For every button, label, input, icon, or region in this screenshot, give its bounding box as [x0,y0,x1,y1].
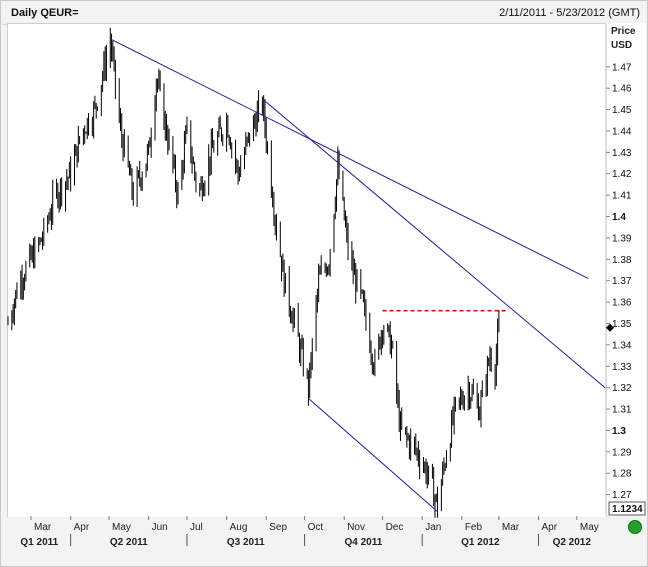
x-tick-label: Nov [347,522,365,533]
current-price-marker-icon [606,323,614,332]
x-tick-label: Aug [230,522,248,533]
y-tick-label: 1.37 [612,276,632,287]
y-tick-label: 1.45 [612,105,632,116]
y-tick-label: 1.47 [612,62,632,73]
trendline[interactable] [262,98,606,389]
y-axis-unit: USD [611,40,632,51]
x-tick-label: May [112,522,131,533]
current-price-box [608,501,646,516]
y-tick-label: 1.29 [612,447,632,458]
x-tick-label: Feb [465,522,483,533]
y-tick-label: 1.31 [612,405,632,416]
y-tick-label: 1.41 [612,191,632,202]
y-tick-label: 1.4 [612,212,626,223]
x-tick-label: Jan [425,522,441,533]
y-axis-title: Price [611,26,636,37]
y-tick-label: 1.27 [612,490,632,501]
x-tick-label: Oct [308,522,324,533]
current-price-label: 1.1234 [612,504,643,515]
status-indicator-icon[interactable] [628,520,642,534]
y-tick-label: 1.38 [612,255,632,266]
y-tick-label: 1.3 [612,426,626,437]
x-tick-label: Jul [190,522,203,533]
y-tick-label: 1.44 [612,126,632,137]
x-tick-label: Jun [152,522,168,533]
y-tick-label: 1.32 [612,383,632,394]
date-range-label: 2/11/2011 - 5/23/2012 (GMT) [499,7,640,19]
quarter-label: Q2 2011 [110,537,148,548]
x-tick-label: Mar [34,522,52,533]
quarter-label: Q1 2012 [461,537,500,548]
y-tick-label: 1.33 [612,362,632,373]
y-tick-label: 1.34 [612,340,632,351]
y-tick-label: 1.35 [612,319,632,330]
x-tick-label: Sep [269,522,287,533]
y-tick-label: 1.42 [612,169,632,180]
y-tick-label: 1.39 [612,233,632,244]
x-tick-label: Apr [74,522,90,533]
chart-title: Daily QEUR= [11,7,79,19]
x-tick-label: Dec [386,522,404,533]
y-tick-label: 1.43 [612,148,632,159]
trendline[interactable] [308,397,438,513]
quarter-label: Q4 2011 [344,537,382,548]
y-tick-label: 1.36 [612,298,632,309]
y-tick-label: 1.28 [612,469,632,480]
trendline[interactable] [110,38,589,280]
plot-area[interactable] [7,23,607,518]
quarter-label: Q3 2011 [227,537,265,548]
x-tick-label: Mar [502,522,520,533]
y-tick-label: 1.46 [612,84,632,95]
x-tick-label: Apr [542,522,558,533]
quarter-label: Q1 2011 [20,537,58,548]
x-tick-label: May [580,522,599,533]
quarter-label: Q2 2012 [553,537,592,548]
y-axis-panel [606,23,646,516]
